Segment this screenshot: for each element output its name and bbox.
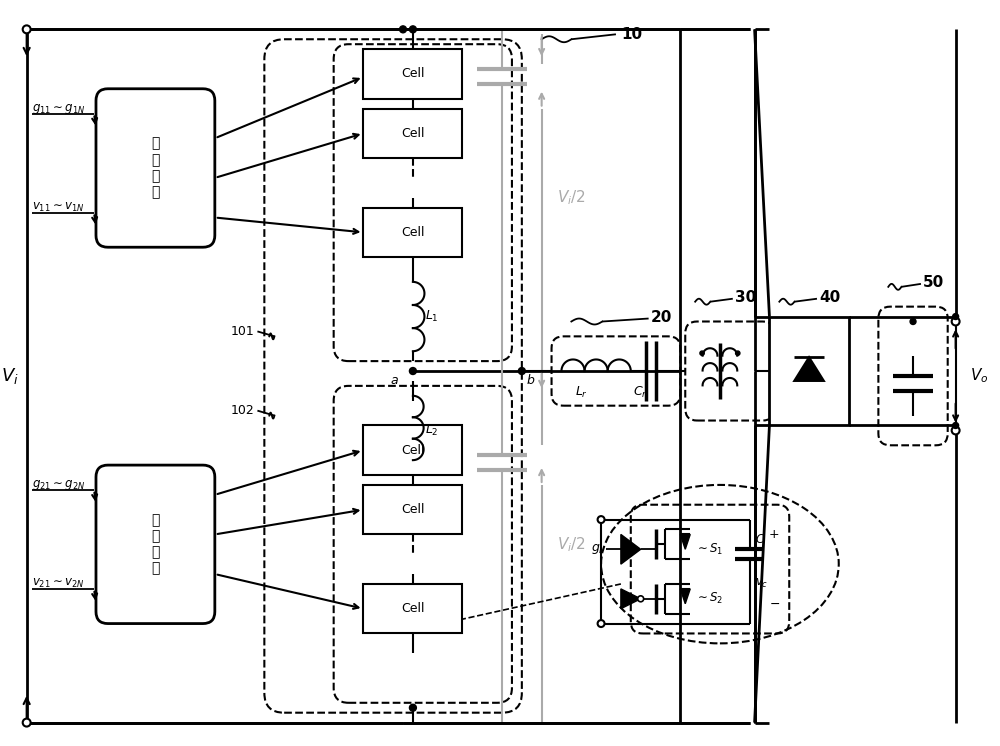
Text: 均
压
控
制: 均 压 控 制 xyxy=(151,513,160,576)
Text: $g_i$: $g_i$ xyxy=(591,542,603,557)
Circle shape xyxy=(598,620,605,627)
Bar xyxy=(363,485,462,534)
Text: $-$: $-$ xyxy=(769,598,780,610)
Polygon shape xyxy=(794,357,824,381)
Bar xyxy=(769,316,849,425)
Text: Cell: Cell xyxy=(401,226,425,239)
Text: $C_r$: $C_r$ xyxy=(633,385,648,401)
Text: 102: 102 xyxy=(231,404,254,417)
Circle shape xyxy=(952,318,960,325)
Text: $L_2$: $L_2$ xyxy=(425,423,438,438)
Text: Cell: Cell xyxy=(401,444,425,457)
Circle shape xyxy=(953,422,959,428)
Bar xyxy=(363,207,462,257)
Text: Cell: Cell xyxy=(401,67,425,81)
Text: $V_i/2$: $V_i/2$ xyxy=(557,188,585,207)
Circle shape xyxy=(23,718,31,727)
FancyBboxPatch shape xyxy=(96,465,215,624)
Text: +: + xyxy=(769,528,780,541)
Text: 10: 10 xyxy=(621,27,642,42)
Text: ${\sim}S_2$: ${\sim}S_2$ xyxy=(695,592,723,606)
Text: $g_{21}{\sim}g_{2N}$: $g_{21}{\sim}g_{2N}$ xyxy=(32,478,85,492)
Circle shape xyxy=(409,26,416,33)
Text: $C$: $C$ xyxy=(755,533,765,546)
Text: Cell: Cell xyxy=(401,127,425,140)
Text: $v_c$: $v_c$ xyxy=(755,577,768,591)
Text: a: a xyxy=(390,374,398,387)
Text: Cell: Cell xyxy=(401,602,425,615)
FancyBboxPatch shape xyxy=(96,89,215,247)
Text: 50: 50 xyxy=(923,275,944,290)
Polygon shape xyxy=(680,589,690,604)
Polygon shape xyxy=(621,534,641,564)
Text: $L_1$: $L_1$ xyxy=(425,309,438,324)
Text: Cell: Cell xyxy=(401,503,425,516)
Circle shape xyxy=(638,596,644,602)
Bar xyxy=(363,425,462,475)
Text: $V_o$: $V_o$ xyxy=(970,366,989,386)
Text: $L_r$: $L_r$ xyxy=(575,385,588,401)
Circle shape xyxy=(910,319,916,325)
Circle shape xyxy=(953,313,959,319)
Circle shape xyxy=(409,368,416,374)
Text: $v_{11}{\sim}v_{1N}$: $v_{11}{\sim}v_{1N}$ xyxy=(32,201,84,214)
Text: ${\sim}S_1$: ${\sim}S_1$ xyxy=(695,542,724,557)
Circle shape xyxy=(23,25,31,34)
Polygon shape xyxy=(680,534,690,549)
Text: $V_i/2$: $V_i/2$ xyxy=(557,535,585,554)
Text: $v_{21}{\sim}v_{2N}$: $v_{21}{\sim}v_{2N}$ xyxy=(32,577,84,591)
Text: 30: 30 xyxy=(735,289,756,304)
Circle shape xyxy=(400,26,406,33)
Text: $V_i$: $V_i$ xyxy=(1,366,19,386)
Bar xyxy=(363,49,462,98)
Circle shape xyxy=(598,516,605,523)
Text: 均
压
控
制: 均 压 控 制 xyxy=(151,137,160,199)
Text: $g_{11}{\sim}g_{1N}$: $g_{11}{\sim}g_{1N}$ xyxy=(32,101,85,116)
Text: 101: 101 xyxy=(231,325,254,338)
Text: b: b xyxy=(527,374,535,387)
Bar xyxy=(363,109,462,158)
Circle shape xyxy=(409,704,416,711)
Circle shape xyxy=(518,368,525,374)
Circle shape xyxy=(952,427,960,434)
Circle shape xyxy=(736,351,740,355)
Bar xyxy=(363,584,462,633)
Text: 40: 40 xyxy=(819,289,840,304)
Polygon shape xyxy=(621,589,641,609)
Circle shape xyxy=(700,351,704,355)
Text: 20: 20 xyxy=(651,310,672,325)
